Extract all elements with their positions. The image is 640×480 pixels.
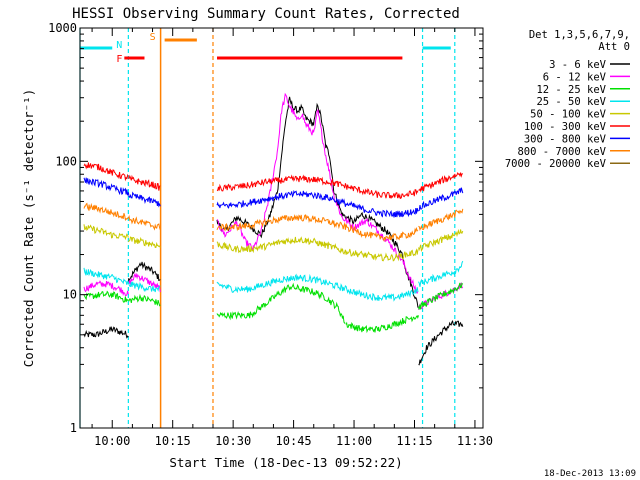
- series-line-12-25-kev: [216, 282, 346, 324]
- y-axis-label: Corrected Count Rate (s⁻¹ detector⁻¹): [21, 89, 36, 367]
- chart-title: HESSI Observing Summary Count Rates, Cor…: [72, 6, 460, 22]
- series-line-800-7000-kev: [216, 214, 419, 242]
- legend-label: 800 - 7000 keV: [517, 146, 606, 158]
- series-line-3-6-kev: [216, 96, 419, 308]
- y-tick-label: 1000: [48, 21, 77, 35]
- legend-label: 300 - 800 keV: [524, 133, 607, 145]
- series-line-12-25-kev: [128, 293, 161, 307]
- series-line-50-100-kev: [127, 236, 161, 249]
- y-tick-label: 1: [70, 421, 77, 435]
- legend-label: 50 - 100 keV: [530, 109, 607, 121]
- series-3-6-kev: [83, 96, 464, 366]
- series-line-3-6-kev: [83, 325, 129, 339]
- series-line-300-800-kev: [127, 191, 161, 208]
- legend-label: 12 - 25 keV: [536, 84, 606, 96]
- series-line-25-50-kev: [83, 267, 129, 285]
- x-tick-label: 10:15: [155, 434, 191, 448]
- series-100-300-kev: [83, 162, 464, 200]
- series-12-25-kev: [83, 282, 464, 334]
- series-line-300-800-kev: [216, 189, 419, 218]
- series-line-50-100-kev: [83, 224, 129, 241]
- x-tick-label: 10:30: [215, 434, 251, 448]
- x-tick-label: 10:45: [276, 434, 312, 448]
- legend-header: Att 0: [598, 41, 630, 53]
- series-line-800-7000-kev: [83, 202, 129, 222]
- series-line-50-100-kev: [216, 236, 419, 262]
- legend-label: 7000 - 20000 keV: [505, 158, 607, 170]
- series-line-25-50-kev: [216, 273, 419, 302]
- series-line-100-300-kev: [83, 162, 129, 182]
- series-50-100-kev: [83, 224, 464, 262]
- legend-label: 3 - 6 keV: [549, 59, 607, 71]
- series-line-100-300-kev: [128, 174, 161, 191]
- y-tick-label: 10: [63, 288, 77, 302]
- series-line-6-12-kev: [127, 272, 161, 293]
- series-line-3-6-kev: [418, 320, 464, 366]
- flag-label-f: F: [116, 54, 122, 65]
- x-tick-label: 10:00: [94, 434, 130, 448]
- legend-label: 6 - 12 keV: [543, 71, 607, 83]
- series-300-800-kev: [83, 177, 464, 218]
- series-line-800-7000-kev: [418, 208, 464, 232]
- series-line-12-25-kev: [418, 282, 464, 310]
- plot-frame: [79, 27, 484, 429]
- series-25-50-kev: [83, 260, 464, 302]
- series-line-25-50-kev: [127, 281, 161, 293]
- flag-label-s: S: [150, 32, 156, 43]
- series-line-100-300-kev: [216, 174, 419, 200]
- series-line-3-6-kev: [127, 261, 161, 282]
- series-line-12-25-kev: [83, 290, 129, 303]
- series-line-50-100-kev: [418, 228, 464, 253]
- legend-header: Det 1,3,5,6,7,9,: [529, 29, 630, 41]
- series-line-25-50-kev: [418, 260, 464, 287]
- y-tick-label: 100: [55, 154, 77, 168]
- flag-label-n: N: [116, 40, 122, 51]
- series-line-6-12-kev: [83, 280, 129, 297]
- series-line-300-800-kev: [418, 187, 464, 211]
- x-axis-label: Start Time (18-Dec-13 09:52:22): [169, 455, 402, 470]
- series-line-12-25-kev: [345, 314, 419, 334]
- chart-timestamp: 18-Dec-2013 13:09: [544, 469, 636, 479]
- series-line-100-300-kev: [418, 171, 464, 193]
- legend-label: 25 - 50 keV: [536, 96, 606, 108]
- x-tick-label: 11:30: [457, 434, 493, 448]
- x-tick-label: 11:00: [336, 434, 372, 448]
- x-tick-label: 11:15: [396, 434, 432, 448]
- series-line-6-12-kev: [216, 92, 419, 294]
- series-line-800-7000-kev: [127, 214, 161, 231]
- series-line-300-800-kev: [83, 177, 129, 196]
- legend-label: 100 - 300 keV: [524, 121, 607, 133]
- series-800-7000-kev: [83, 202, 464, 242]
